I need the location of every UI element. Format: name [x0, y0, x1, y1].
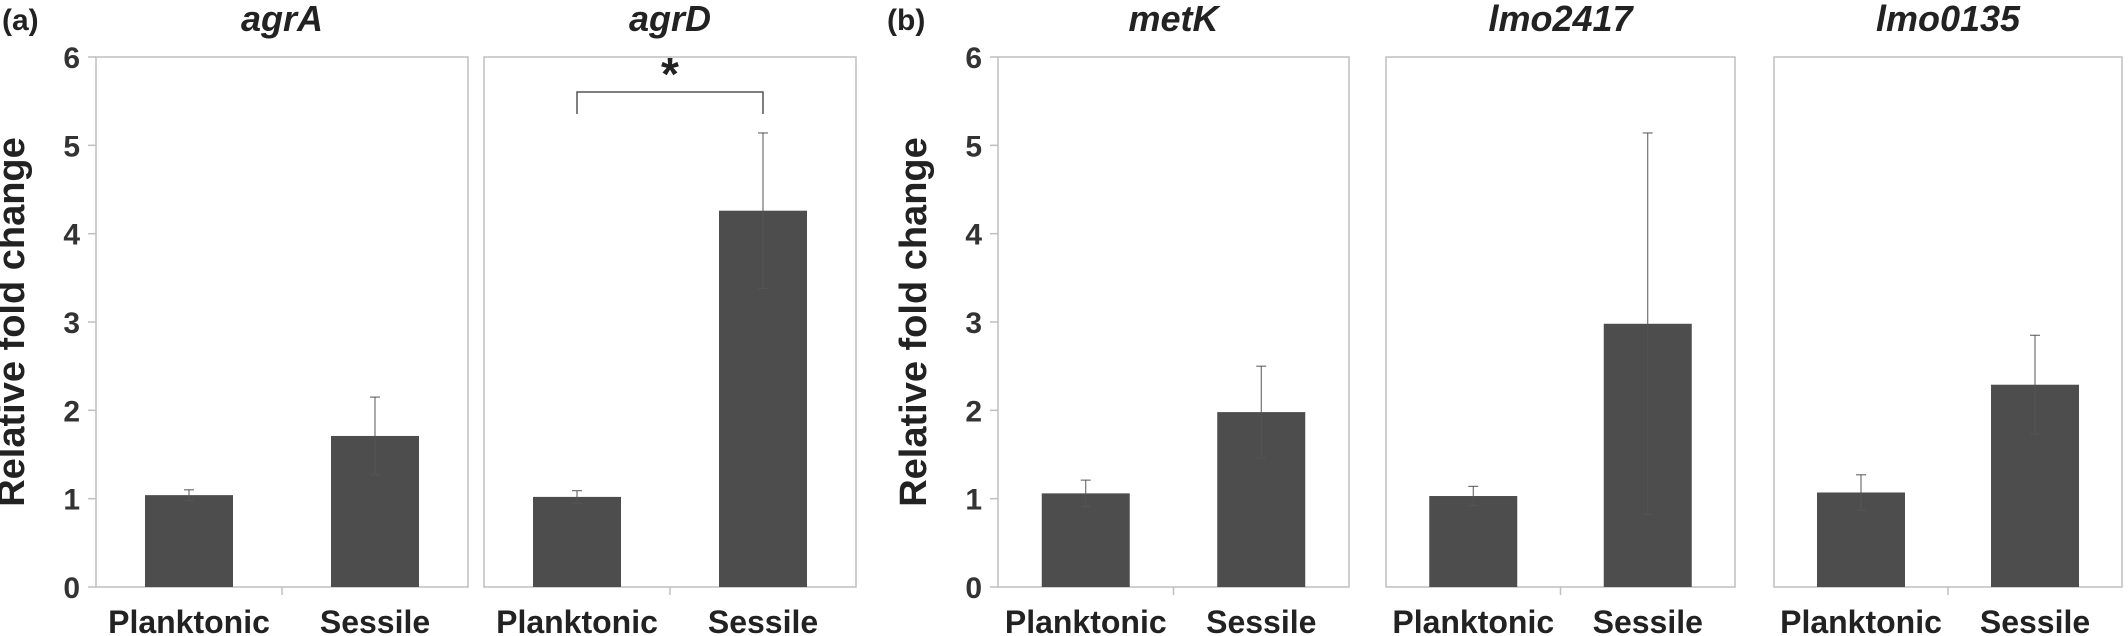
y-tick-label: 4: [965, 219, 982, 252]
y-tick-label: 6: [63, 42, 80, 75]
chart-agrA: 0 1 2 3 4 5 6 Relative fold change agrA Planktoni…: [0, 0, 469, 636]
chart-title: lmo2417: [1488, 0, 1634, 39]
bar-planktonic: [145, 495, 233, 587]
y-axis-label: Relative fold change: [0, 137, 33, 507]
y-axis-label: Relative fold change: [893, 137, 935, 507]
y-tick-label: 4: [63, 219, 80, 252]
x-tick-label: Sessile: [1206, 604, 1316, 636]
chart-title: metK: [1128, 0, 1221, 39]
chart-agrD: agrD Planktonic Sessile *: [483, 0, 857, 636]
y-tick-label: 6: [965, 42, 982, 75]
y-tick-label: 5: [965, 130, 982, 163]
chart-title: agrA: [241, 0, 323, 39]
y-tick-label: 2: [63, 395, 80, 428]
y-tick-label: 2: [965, 395, 982, 428]
y-tick-label: 1: [63, 484, 80, 517]
bar-planktonic: [1041, 493, 1130, 587]
x-tick-label: Planktonic: [1392, 604, 1554, 636]
x-tick-label: Sessile: [320, 604, 430, 636]
chart-lmo0135: lmo0135 Planktonic Sessile: [1773, 0, 2123, 636]
x-tick-label: Sessile: [1593, 604, 1703, 636]
x-tick-label: Sessile: [1980, 604, 2090, 636]
y-tick-label: 3: [63, 307, 80, 340]
bar-planktonic: [1429, 496, 1518, 587]
chart-metK: 0 1 2 3 4 5 6 Relative fold change metK Planktoni…: [893, 0, 1350, 636]
y-tick-label: 1: [965, 484, 982, 517]
x-tick-label: Sessile: [708, 604, 818, 636]
chart-lmo2417: lmo2417 Planktonic Sessile: [1385, 0, 1736, 636]
panel-letter-a: (a): [2, 4, 39, 37]
y-tick-label: 5: [63, 130, 80, 163]
y-tick-label: 3: [965, 307, 982, 340]
bar-planktonic: [533, 496, 621, 587]
x-tick-label: Planktonic: [1005, 604, 1167, 636]
x-tick-label: Planktonic: [1780, 604, 1942, 636]
significance-bracket: [576, 91, 764, 114]
panel-letter-b: (b): [887, 4, 925, 37]
x-tick-label: Planktonic: [496, 604, 658, 636]
significance-marker: *: [661, 48, 679, 100]
x-tick-label: Planktonic: [108, 604, 270, 636]
y-tick-label: 0: [63, 572, 80, 605]
chart-title: agrD: [629, 0, 711, 39]
y-tick-label: 0: [965, 572, 982, 605]
chart-title: lmo0135: [1876, 0, 2021, 39]
